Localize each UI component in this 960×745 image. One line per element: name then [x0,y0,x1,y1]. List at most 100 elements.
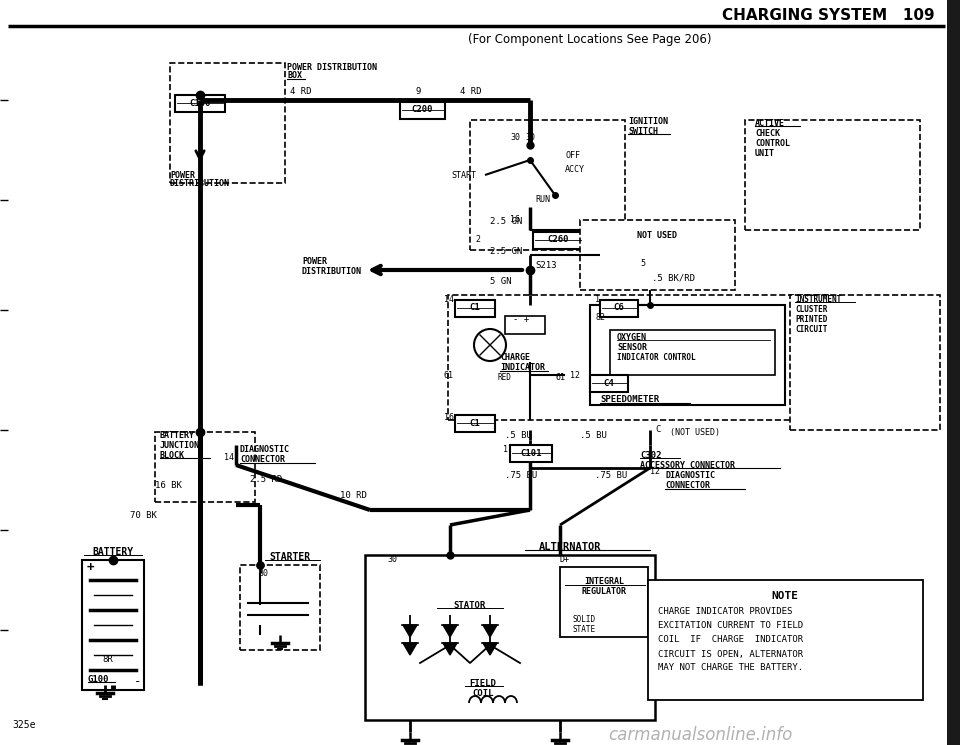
Text: 8R: 8R [102,656,112,665]
Polygon shape [483,643,497,655]
Text: NOTE: NOTE [772,591,799,601]
Text: 12: 12 [650,468,660,477]
Text: 82: 82 [596,314,606,323]
Text: DISTRIBUTION: DISTRIBUTION [302,267,362,276]
Text: - +: - + [513,315,529,325]
Text: START: START [451,171,476,180]
Text: 30: 30 [387,556,397,565]
Text: IGNITION: IGNITION [628,118,668,127]
Bar [505,316,545,334]
Text: FIELD: FIELD [469,679,496,688]
Text: 30: 30 [510,133,520,142]
Text: 30: 30 [258,568,268,577]
Text: POWER DISTRIBUTION: POWER DISTRIBUTION [287,63,377,72]
Bar [790,295,940,430]
Text: 30: 30 [525,133,535,142]
Bar [533,232,583,249]
Text: CONTROL: CONTROL [755,139,790,148]
Bar [448,295,828,420]
Text: +: + [87,562,94,574]
Text: POWER: POWER [302,258,327,267]
Text: carmanualsonline.info: carmanualsonline.info [608,726,792,744]
Text: 10 RD: 10 RD [340,490,367,499]
Text: REGULATOR: REGULATOR [582,588,627,597]
Text: CHARGE INDICATOR PROVIDES: CHARGE INDICATOR PROVIDES [658,607,792,617]
Text: C101: C101 [520,448,541,457]
Text: CONNECTOR: CONNECTOR [665,481,710,490]
Bar [155,432,255,502]
Text: POWER: POWER [170,171,195,180]
Text: INDICATOR CONTROL: INDICATOR CONTROL [617,352,696,361]
Polygon shape [443,625,457,637]
Text: .5 BK/RD: .5 BK/RD [652,273,695,282]
Text: MAY NOT CHARGE THE BATTERY.: MAY NOT CHARGE THE BATTERY. [658,664,804,673]
Text: INTEGRAL: INTEGRAL [584,577,624,586]
Text: C200: C200 [411,106,433,115]
Text: C1: C1 [469,419,480,428]
Bar [590,375,628,392]
Text: .5 BU: .5 BU [505,431,532,440]
Text: 4 RD: 4 RD [290,86,311,95]
Text: BATTERY: BATTERY [92,547,133,557]
Bar [510,445,552,462]
Bar [580,220,735,290]
Text: DIAGNOSTIC: DIAGNOSTIC [240,446,290,454]
Text: SPEEDOMETER: SPEEDOMETER [600,396,660,405]
Text: (NOT USED): (NOT USED) [670,428,720,437]
Text: S213: S213 [535,261,557,270]
Text: STATOR: STATOR [454,600,486,609]
Text: 1: 1 [503,446,508,454]
Polygon shape [403,625,417,637]
Text: CIRCUIT: CIRCUIT [795,325,828,334]
Text: 5: 5 [640,259,645,267]
Text: STATE: STATE [572,626,595,635]
Text: 16 BK: 16 BK [155,481,181,489]
Text: 14: 14 [444,296,454,305]
Text: 2.5 RD: 2.5 RD [250,475,282,484]
Bar [560,567,648,637]
Bar [610,330,775,375]
Text: 4 RD: 4 RD [460,86,482,95]
Text: .75 BU: .75 BU [595,471,627,480]
Bar [745,120,920,230]
Text: 2.5 GN: 2.5 GN [490,247,522,256]
Text: CHECK: CHECK [755,128,780,138]
Text: DIAGNOSTIC: DIAGNOSTIC [665,472,715,481]
Bar [947,0,960,745]
Text: CHARGE: CHARGE [500,353,530,363]
Text: ACCY: ACCY [565,165,585,174]
Text: .5 BU: .5 BU [580,431,607,440]
Text: C: C [655,425,660,434]
Text: EXCITATION CURRENT TO FIELD: EXCITATION CURRENT TO FIELD [658,621,804,630]
Text: COIL: COIL [472,688,493,697]
Text: 14: 14 [224,454,234,463]
Text: 61: 61 [555,373,565,382]
Text: C100: C100 [189,98,211,107]
Bar [170,63,285,183]
Text: JUNCTION: JUNCTION [160,440,200,449]
Text: CHARGING SYSTEM   109: CHARGING SYSTEM 109 [722,8,935,24]
Text: 2: 2 [475,235,480,244]
Text: RED: RED [498,373,512,382]
Text: G100: G100 [88,676,109,685]
Text: ALTERNATOR: ALTERNATOR [539,542,601,552]
Bar [365,555,655,720]
Bar [455,300,495,317]
Polygon shape [483,625,497,637]
Text: BOX: BOX [287,72,302,80]
Text: ACCESSORY CONNECTOR: ACCESSORY CONNECTOR [640,460,735,469]
Bar [648,580,923,700]
Text: 12: 12 [570,370,580,379]
Text: CLUSTER: CLUSTER [795,305,828,314]
Text: ACTIVE: ACTIVE [755,118,785,127]
Text: STARTER: STARTER [270,552,311,562]
Text: (For Component Locations See Page 206): (For Component Locations See Page 206) [468,34,711,46]
Text: D+: D+ [560,556,570,565]
Bar [82,560,144,690]
Text: 1: 1 [595,296,600,305]
Bar [240,565,320,650]
Text: RUN: RUN [535,195,550,204]
Bar [590,305,785,405]
Text: .75 BU: .75 BU [505,471,538,480]
Bar [455,415,495,432]
